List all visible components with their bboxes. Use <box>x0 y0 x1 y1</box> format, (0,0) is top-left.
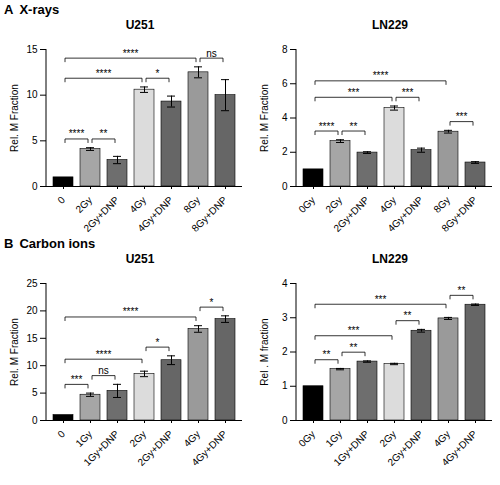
svg-text:8Gy: 8Gy <box>431 194 452 215</box>
svg-text:****: **** <box>96 349 112 360</box>
svg-text:2Gy+DNP: 2Gy+DNP <box>385 428 425 468</box>
svg-text:0: 0 <box>32 181 38 192</box>
svg-text:0: 0 <box>55 428 67 440</box>
svg-text:2Gy: 2Gy <box>73 194 94 215</box>
svg-text:****: **** <box>123 48 139 59</box>
svg-text:***: *** <box>402 87 414 98</box>
svg-text:1Gy: 1Gy <box>73 428 94 449</box>
svg-text:4Gy+DNP: 4Gy+DNP <box>189 428 229 468</box>
svg-text:Rel. M Fraction: Rel. M Fraction <box>9 318 20 386</box>
svg-text:Rel . M fraction: Rel . M fraction <box>259 318 270 385</box>
svg-text:1Gy+DNP: 1Gy+DNP <box>331 428 371 468</box>
svg-text:1: 1 <box>282 380 288 391</box>
svg-text:Rel. M Fraction: Rel. M Fraction <box>259 84 270 152</box>
svg-text:***: *** <box>375 294 387 305</box>
svg-text:5: 5 <box>32 387 38 398</box>
svg-text:**: ** <box>350 121 358 132</box>
svg-text:1Gy+DNP: 1Gy+DNP <box>81 428 121 468</box>
html-text:U251: U251 <box>125 252 155 266</box>
svg-text:**: ** <box>350 342 358 353</box>
svg-text:****: **** <box>69 128 85 139</box>
svg-text:4Gy+DNP: 4Gy+DNP <box>439 428 479 468</box>
svg-text:****: **** <box>96 68 112 79</box>
svg-text:2: 2 <box>282 346 288 357</box>
svg-text:10: 10 <box>26 89 38 100</box>
svg-text:***: *** <box>348 325 360 336</box>
svg-text:8Gy: 8Gy <box>181 194 202 215</box>
svg-text:4Gy+DNP: 4Gy+DNP <box>385 194 425 234</box>
svg-text:8Gy+DNP: 8Gy+DNP <box>439 194 479 234</box>
svg-text:2Gy: 2Gy <box>127 428 148 449</box>
svg-text:0: 0 <box>282 415 288 426</box>
svg-text:4Gy: 4Gy <box>181 428 202 449</box>
svg-text:*: * <box>156 337 160 348</box>
svg-text:0: 0 <box>282 181 288 192</box>
svg-text:***: *** <box>348 87 360 98</box>
html-text:A X-rays: A X-rays <box>4 2 60 17</box>
svg-text:*: * <box>156 68 160 79</box>
svg-text:4Gy+DNP: 4Gy+DNP <box>135 194 175 234</box>
svg-text:**: ** <box>100 128 108 139</box>
svg-text:25: 25 <box>26 278 38 289</box>
svg-text:Rel. M Fraction: Rel. M Fraction <box>9 84 20 152</box>
svg-text:***: *** <box>456 111 468 122</box>
svg-text:ns: ns <box>206 48 217 59</box>
svg-text:1Gy: 1Gy <box>323 428 344 449</box>
svg-text:8: 8 <box>282 44 288 55</box>
svg-text:10: 10 <box>26 360 38 371</box>
svg-text:2Gy+DNP: 2Gy+DNP <box>81 194 121 234</box>
svg-text:4: 4 <box>282 278 288 289</box>
svg-text:20: 20 <box>26 305 38 316</box>
svg-text:***: *** <box>71 374 83 385</box>
svg-text:**: ** <box>323 349 331 360</box>
svg-text:4Gy: 4Gy <box>377 194 398 215</box>
svg-text:2Gy+DNP: 2Gy+DNP <box>135 428 175 468</box>
svg-text:4Gy: 4Gy <box>431 428 452 449</box>
svg-text:0: 0 <box>32 415 38 426</box>
svg-text:0: 0 <box>55 194 67 206</box>
svg-text:8Gy+DNP: 8Gy+DNP <box>189 194 229 234</box>
html-text:U251: U251 <box>125 18 155 32</box>
html-text:LN229: LN229 <box>372 18 408 32</box>
svg-text:15: 15 <box>26 44 38 55</box>
html-text:LN229: LN229 <box>372 252 408 266</box>
svg-text:3: 3 <box>282 312 288 323</box>
svg-text:0Gy: 0Gy <box>296 428 317 449</box>
svg-text:2Gy: 2Gy <box>377 428 398 449</box>
svg-text:**: ** <box>458 285 466 296</box>
svg-text:****: **** <box>373 70 389 81</box>
svg-text:6: 6 <box>282 78 288 89</box>
svg-text:0Gy: 0Gy <box>296 194 317 215</box>
svg-text:ns: ns <box>98 365 109 376</box>
svg-text:2: 2 <box>282 146 288 157</box>
svg-text:4: 4 <box>282 112 288 123</box>
svg-text:5: 5 <box>32 135 38 146</box>
html-text:B Carbon ions: B Carbon ions <box>4 236 96 251</box>
svg-text:*: * <box>210 297 214 308</box>
svg-text:4Gy: 4Gy <box>127 194 148 215</box>
svg-text:****: **** <box>319 121 335 132</box>
svg-text:15: 15 <box>26 333 38 344</box>
svg-text:****: **** <box>123 306 139 317</box>
svg-text:2Gy+DNP: 2Gy+DNP <box>331 194 371 234</box>
svg-text:2Gy: 2Gy <box>323 194 344 215</box>
svg-text:**: ** <box>404 310 412 321</box>
